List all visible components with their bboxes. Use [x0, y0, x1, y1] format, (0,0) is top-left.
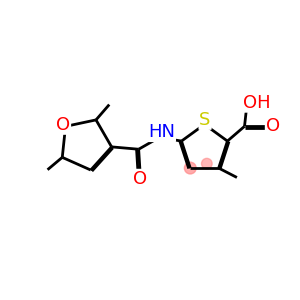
Circle shape — [184, 162, 196, 174]
Text: O: O — [56, 116, 70, 134]
Text: HN: HN — [148, 123, 175, 141]
Text: S: S — [200, 111, 211, 129]
Text: O: O — [133, 170, 147, 188]
Circle shape — [202, 158, 212, 169]
Text: OH: OH — [243, 94, 271, 112]
Text: O: O — [266, 117, 280, 135]
